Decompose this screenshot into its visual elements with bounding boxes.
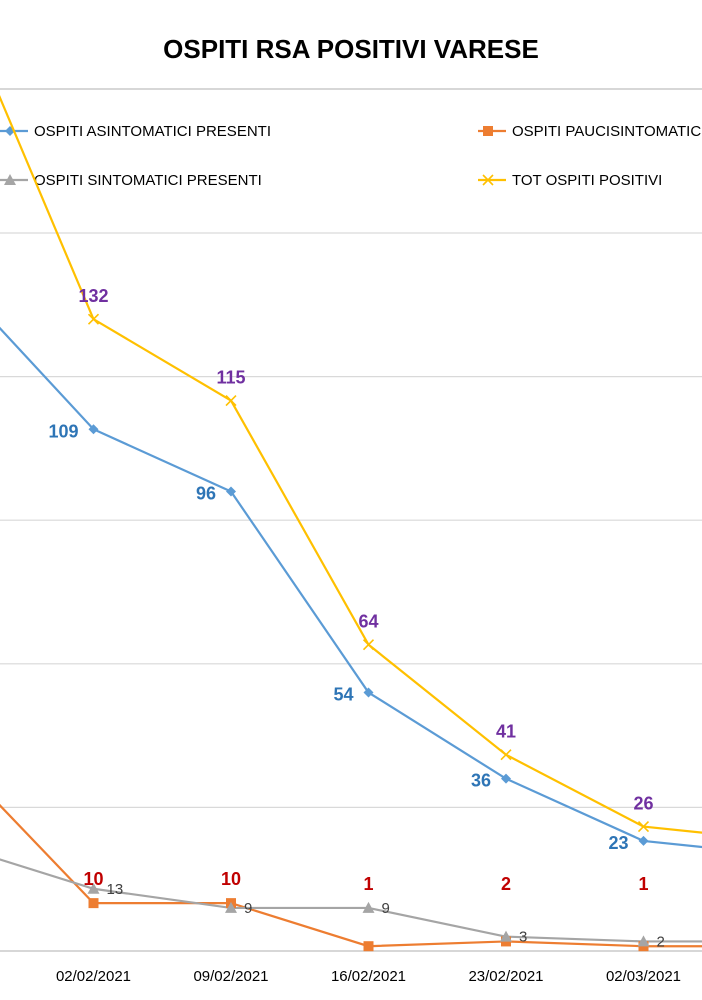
data-point (88, 424, 99, 435)
legend-entry: OSPITI PAUCISINTOMATICI (478, 123, 702, 140)
data-point (500, 930, 512, 942)
legend-entry: OSPITI ASINTOMATICI PRESENTI (0, 123, 271, 140)
data-label: 115 (216, 368, 245, 388)
data-point (225, 394, 237, 407)
data-label: 96 (196, 483, 216, 503)
data-label: 109 (48, 421, 78, 441)
series-line (0, 858, 702, 943)
data-point (87, 882, 100, 894)
x-tick-label: 09/02/2021 (193, 968, 268, 985)
data-label: 41 (496, 722, 516, 742)
legend-label: OSPITI SINTOMATICI PRESENTI (34, 172, 262, 189)
legend-entry: TOT OSPITI POSITIVI (478, 172, 662, 189)
data-point (637, 820, 650, 833)
legend-marker (482, 174, 494, 186)
data-label: 10 (221, 869, 241, 889)
data-label: 54 (333, 685, 353, 705)
x-axis-tick-labels: 02/02/2021 09/02/2021 16/02/2021 23/02/2021… (56, 968, 681, 985)
data-label: 1 (363, 874, 373, 894)
data-label: 2 (657, 933, 665, 950)
legend-label: TOT OSPITI POSITIVI (512, 172, 662, 189)
data-point (226, 486, 236, 497)
data-labels: 109 96 54 36 23 10 10 1 2 1 13 9 9 3 2 132 115 64 41 26 (48, 286, 664, 950)
data-label: 36 (471, 771, 491, 791)
data-point (87, 313, 100, 325)
data-label: 10 (83, 869, 103, 889)
data-label: 26 (633, 794, 653, 814)
series-lines (0, 94, 702, 948)
data-label: 23 (608, 833, 628, 853)
data-point (88, 898, 99, 909)
data-point (362, 901, 375, 913)
data-label: 9 (382, 900, 390, 917)
data-label: 3 (519, 929, 527, 946)
data-label: 1 (638, 874, 648, 894)
gridlines (0, 232, 702, 952)
data-point (501, 773, 511, 784)
legend-label: OSPITI PAUCISINTOMATICI (512, 123, 702, 140)
series-markers (87, 313, 650, 952)
x-tick-label: 02/03/2021 (606, 968, 681, 985)
x-tick-label: 23/02/2021 (468, 968, 543, 985)
legend-marker (4, 174, 16, 185)
x-tick-label: 16/02/2021 (331, 968, 406, 985)
data-point (500, 749, 512, 761)
data-point (363, 687, 374, 698)
legend-entry: OSPITI SINTOMATICI PRESENTI (0, 172, 262, 189)
data-label: 2 (501, 874, 511, 894)
data-point (225, 901, 237, 913)
data-label: 132 (78, 286, 108, 306)
data-label: 64 (358, 612, 378, 632)
data-point (637, 935, 650, 947)
data-point (363, 941, 374, 952)
data-label: 13 (107, 881, 124, 898)
legend-marker (483, 126, 493, 136)
series-line (0, 803, 702, 948)
data-label: 9 (244, 900, 252, 917)
data-point (638, 835, 649, 846)
legend-label: OSPITI ASINTOMATICI PRESENTI (34, 123, 271, 140)
chart-title: OSPITI RSA POSITIVI VARESE (163, 34, 539, 64)
x-tick-label: 02/02/2021 (56, 968, 131, 985)
data-point (362, 639, 375, 651)
legend: OSPITI ASINTOMATICI PRESENTI OSPITI PAUCI… (0, 123, 702, 189)
series-line (0, 326, 702, 849)
